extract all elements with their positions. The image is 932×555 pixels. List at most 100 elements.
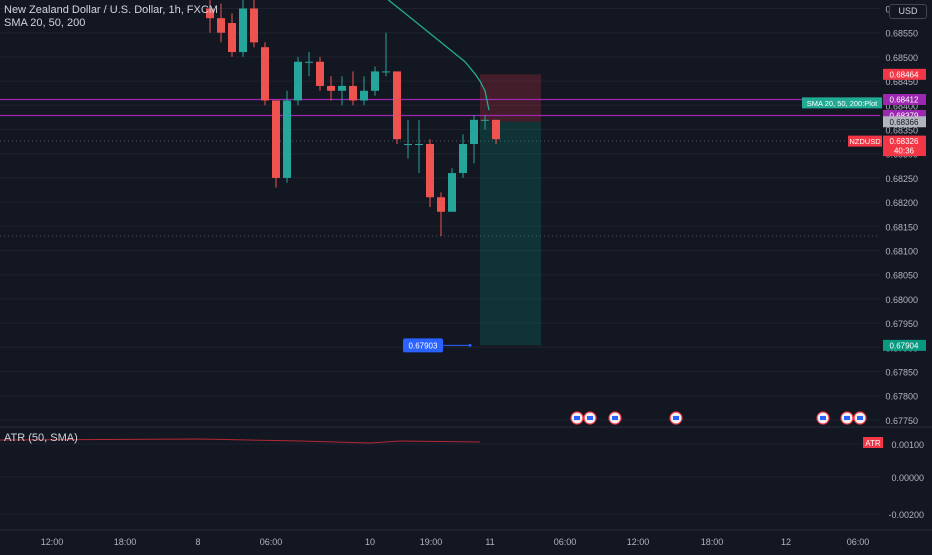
event-flag-stripe — [574, 416, 580, 420]
atr-value-tag-text: ATR — [865, 439, 881, 448]
candle-body — [206, 8, 214, 19]
price-tick-label: 0.67750 — [885, 416, 918, 426]
candle-body — [371, 71, 379, 91]
candle-body — [470, 119, 478, 145]
candle — [470, 114, 478, 164]
atr-tick-label: -0.00200 — [888, 510, 924, 520]
candle-body — [404, 144, 412, 146]
price-axis-label — [883, 339, 926, 351]
take-profit-zone — [480, 121, 541, 346]
candle-body — [459, 144, 467, 174]
stop-loss-zone — [480, 74, 541, 122]
target-marker-text: 0.67903 — [409, 341, 438, 350]
time-tick-label: 19:00 — [420, 537, 443, 547]
price-axis-label — [883, 109, 926, 121]
candle-body — [272, 100, 280, 178]
candle-body — [305, 61, 313, 63]
symbol-title[interactable]: New Zealand Dollar / U.S. Dollar, 1h, FX… — [4, 4, 218, 16]
event-flag-icon — [669, 411, 683, 425]
candle — [371, 66, 379, 96]
price-axis-label — [883, 145, 926, 157]
atr-legend[interactable]: ATR (50, SMA) — [4, 432, 78, 444]
candle — [305, 52, 313, 77]
price-tick-label: 0.67800 — [885, 392, 918, 402]
candle — [250, 0, 258, 48]
candle-body — [316, 61, 324, 86]
time-tick-label: 06:00 — [260, 537, 283, 547]
target-marker-box — [403, 338, 443, 353]
candle-body — [492, 119, 500, 140]
event-flag-icon — [853, 411, 867, 425]
candle — [448, 168, 456, 212]
candle — [415, 119, 423, 174]
candle-body — [327, 85, 335, 91]
price-axis-label-text: 0.67904 — [890, 341, 919, 350]
atr-tick-label: 0.00000 — [891, 473, 924, 483]
candle — [338, 76, 346, 106]
price-axis-label-text: 0.68412 — [890, 95, 919, 104]
price-tick-label: 0.68250 — [885, 174, 918, 184]
candle — [459, 134, 467, 178]
time-tick-label: 12:00 — [627, 537, 650, 547]
candle — [349, 71, 357, 106]
price-axis-label — [883, 68, 926, 80]
price-axis-label-text: 0.68379 — [890, 111, 919, 120]
candle-body — [228, 23, 236, 53]
candle-body — [294, 61, 302, 101]
candle — [404, 119, 412, 159]
candle — [360, 76, 368, 106]
candle-body — [437, 197, 445, 212]
candle-body — [415, 144, 423, 146]
price-tick-label: 0.68150 — [885, 222, 918, 232]
candle — [206, 0, 214, 33]
candle-body — [382, 71, 390, 73]
atr-line — [0, 438, 481, 444]
time-tick-label: 10 — [365, 537, 375, 547]
price-tick-label: 0.68550 — [885, 29, 918, 39]
price-axis-label-text: 0.68464 — [890, 70, 919, 79]
candle — [316, 56, 324, 91]
atr-tick-label: 0.00100 — [891, 440, 924, 450]
candle — [327, 76, 335, 101]
candle-body — [481, 119, 489, 121]
price-axis-label-text: 0.68326 — [890, 137, 919, 146]
candle — [283, 90, 291, 183]
indicator-legend[interactable]: SMA 20, 50, 200 — [4, 17, 86, 29]
price-axis-label — [883, 116, 926, 128]
time-tick-label: 06:00 — [847, 537, 870, 547]
candle-body — [360, 90, 368, 101]
price-axis-label-text: 40:36 — [894, 147, 915, 156]
candle — [294, 56, 302, 106]
candle-body — [448, 173, 456, 212]
time-tick-label: 18:00 — [701, 537, 724, 547]
event-flag-icon — [570, 411, 584, 425]
candle — [261, 42, 269, 106]
candle — [481, 114, 489, 130]
candle — [393, 71, 401, 145]
candle — [382, 32, 390, 77]
price-axis-label — [883, 93, 926, 105]
candle — [492, 119, 500, 145]
candle — [239, 0, 247, 57]
event-flag-icon — [816, 411, 830, 425]
currency-button[interactable]: USD — [889, 4, 927, 19]
price-tick-label: 0.68400 — [885, 101, 918, 111]
sma-line — [387, 0, 490, 111]
candle-body — [338, 85, 346, 91]
price-tick-label: 0.68000 — [885, 295, 918, 305]
event-flag-stripe — [673, 416, 679, 420]
series-tag — [848, 135, 882, 147]
candle — [228, 13, 236, 57]
event-flag-stripe — [587, 416, 593, 420]
price-tick-label: 0.68500 — [885, 53, 918, 63]
atr-value-tag — [863, 437, 883, 448]
candle — [437, 192, 445, 236]
price-tick-label: 0.68100 — [885, 247, 918, 257]
event-flag-stripe — [612, 416, 618, 420]
time-tick-label: 12 — [781, 537, 791, 547]
event-flag-stripe — [820, 416, 826, 420]
candle — [272, 100, 280, 188]
series-tag-text: NZDUSD — [849, 137, 881, 146]
